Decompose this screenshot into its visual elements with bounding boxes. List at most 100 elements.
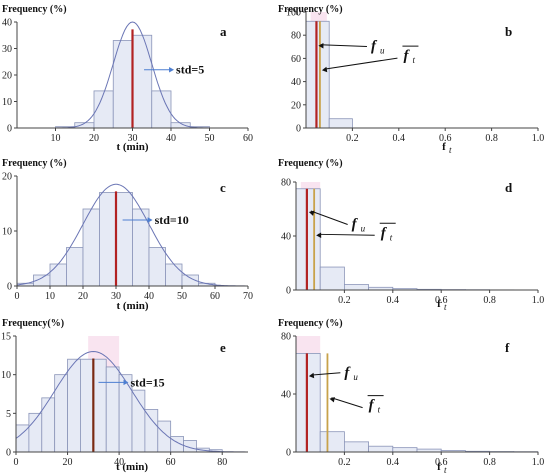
histogram-bar: [131, 389, 146, 453]
x-axis-label-subscript: t: [444, 465, 447, 475]
y-tick-label: 40: [2, 18, 12, 29]
y-axis-label: Frequency(%): [2, 318, 64, 329]
fu-arrow: [310, 372, 341, 376]
x-tick-label: 0.8: [483, 457, 496, 468]
x-tick-label: 30: [111, 291, 121, 302]
histogram-bar: [105, 366, 120, 453]
fu-arrow: [310, 210, 348, 225]
x-tick-label: 10: [51, 133, 61, 144]
histogram-bar: [295, 352, 321, 453]
y-tick-label: 40: [281, 232, 291, 243]
ft-arrow: [323, 57, 398, 70]
x-tick-label: 0.6: [435, 457, 448, 468]
x-tick-label: 0.2: [338, 295, 351, 306]
ft-label-subscript: t: [378, 405, 381, 415]
x-tick-label: 60: [243, 133, 253, 144]
x-tick-label: 20: [78, 291, 88, 302]
x-tick-label: 0.2: [346, 133, 359, 144]
x-tick-label: 0.4: [393, 133, 406, 144]
histogram-bar: [343, 441, 369, 453]
x-tick-label: 0.4: [387, 457, 400, 468]
y-axis-label: Frequency (%): [2, 4, 67, 15]
y-axis-label: Frequency (%): [278, 318, 343, 329]
ft-arrowhead: [321, 66, 328, 73]
std-arrowhead: [147, 217, 153, 223]
histogram-bar: [295, 188, 321, 291]
x-tick-label: 0: [15, 291, 20, 302]
ft-label: f: [381, 225, 388, 241]
x-tick-label: 1.0: [532, 457, 545, 468]
y-tick-label: 10: [2, 97, 12, 108]
x-tick-label: 0: [14, 457, 19, 468]
histogram-bar: [115, 192, 133, 287]
x-tick-label: 1.0: [532, 133, 545, 144]
y-tick-label: 80: [281, 178, 291, 189]
x-tick-label: 10: [45, 291, 55, 302]
std-arrowhead: [123, 379, 129, 386]
ft-arrow: [331, 397, 363, 409]
panel-letter: a: [220, 24, 227, 39]
x-tick-label: 40: [166, 133, 176, 144]
panel-c: 0 10 20 0 10 20 30 40 50 60 70 Frequency (%) t (min)…: [2, 158, 253, 312]
fu-arrowhead: [318, 42, 324, 49]
x-tick-label: 20: [89, 133, 99, 144]
y-tick-label: 60: [291, 54, 301, 65]
histogram-bar: [54, 374, 68, 453]
x-axis-label: f: [437, 461, 441, 473]
std-annotation: std=5: [176, 63, 204, 77]
panel-letter: e: [220, 340, 226, 355]
histogram-bar: [67, 358, 81, 453]
x-tick-label: 1.0: [532, 295, 545, 306]
y-tick-label: 40: [281, 390, 291, 401]
histogram-bar: [343, 284, 369, 291]
panel-letter: d: [505, 180, 513, 195]
x-tick-label: 0.6: [439, 133, 452, 144]
std-arrowhead: [169, 66, 175, 73]
fu-arrow: [320, 44, 367, 47]
fu-label-subscript: u: [361, 224, 366, 234]
fu-arrowhead: [308, 210, 315, 216]
std-annotation: std=15: [130, 375, 164, 389]
y-tick-label: 20: [291, 100, 301, 111]
x-axis-label-subscript: t: [449, 145, 452, 155]
ft-label: f: [403, 48, 410, 64]
x-tick-label: 0.2: [338, 457, 351, 468]
x-tick-label: 40: [144, 291, 154, 302]
x-axis-label: f: [437, 298, 441, 310]
x-axis-label-subscript: t: [444, 302, 447, 312]
histogram-bar: [41, 397, 56, 453]
x-axis-label: t (min): [116, 461, 148, 473]
panel-b: 0 20 40 60 80 100 0.2 0.4 0.6 0.8 1.0 Frequency (%)…: [278, 4, 544, 155]
y-tick-label: 0: [286, 448, 291, 459]
histogram-bar: [319, 431, 345, 453]
y-tick-label: 10: [1, 370, 11, 381]
histogram-bar: [144, 409, 159, 453]
y-tick-label: 30: [2, 44, 12, 55]
panel-letter: c: [220, 180, 226, 195]
y-axis-label: Frequency (%): [2, 158, 67, 169]
y-tick-label: 0: [7, 282, 12, 293]
y-axis-label: Frequency (%): [278, 4, 343, 15]
panel-a: 0 10 20 30 40 10 20 30 40 50 60 Frequency (%) t (min…: [2, 4, 253, 153]
fu-label-subscript: u: [353, 372, 358, 382]
x-tick-label: 80: [217, 457, 227, 468]
y-tick-label: 0: [296, 124, 301, 135]
histogram-bar: [165, 263, 183, 287]
panel-letter: b: [505, 24, 512, 39]
x-axis-label: t (min): [116, 141, 148, 153]
y-tick-label: 10: [2, 227, 12, 238]
x-tick-label: 60: [210, 291, 220, 302]
x-tick-label: 0.6: [435, 295, 448, 306]
histogram-bar: [148, 247, 166, 287]
fu-arrowhead: [308, 372, 315, 379]
std-annotation: std=10: [155, 213, 189, 227]
fu-label: f: [344, 365, 351, 381]
y-tick-label: 40: [291, 77, 301, 88]
y-tick-label: 100: [286, 8, 301, 19]
x-tick-label: 0.4: [387, 295, 400, 306]
histogram-bar: [99, 192, 117, 287]
